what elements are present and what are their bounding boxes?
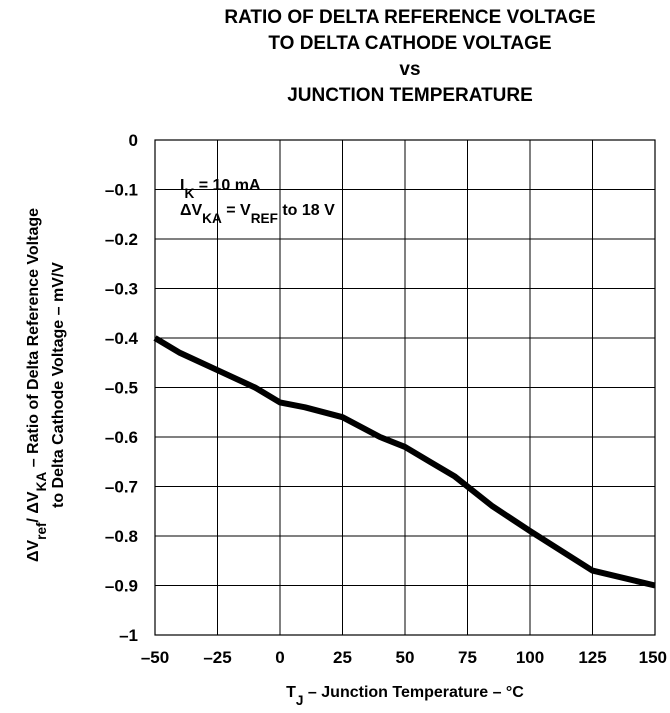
x-tick-label: 0 [275, 648, 284, 667]
annotation-0: IK = 10 mA [180, 177, 261, 201]
y-tick-label: –0.4 [105, 329, 139, 348]
axis-titles: TJ – Junction Temperature – °C ΔVref/ ΔVK… [25, 208, 524, 708]
y-tick-labels: 0 –0.1 –0.2 –0.3 –0.4 –0.5 –0.6 –0.7 –0.8 –0.9 –1 [105, 131, 139, 645]
chart-title-line-4: JUNCTION TEMPERATURE [287, 85, 533, 106]
series-line-0 [153, 335, 656, 589]
y-tick-label: –1 [119, 626, 138, 645]
grid [154, 139, 656, 636]
plot-frame [154, 139, 656, 636]
y-tick-label: –0.5 [105, 379, 138, 398]
y-axis-title: ΔVref/ ΔVKA – Ratio of Delta Reference V… [25, 208, 67, 562]
x-tick-label: 125 [578, 648, 606, 667]
y-tick-label: –0.6 [105, 428, 138, 447]
chart-title-line-3: vs [399, 59, 421, 80]
y-tick-label: –0.1 [105, 181, 138, 200]
x-tick-label: –25 [203, 648, 231, 667]
annotation-1: ΔVKA = VREF to 18 V [180, 202, 335, 226]
y-tick-label: 0 [129, 131, 138, 150]
y-tick-label: –0.8 [105, 527, 138, 546]
x-tick-label: 100 [516, 648, 544, 667]
x-tick-labels: –50 –25 0 25 50 75 100 125 150 [141, 648, 667, 667]
x-tick-label: 50 [396, 648, 415, 667]
x-tick-label: 150 [639, 648, 667, 667]
y-axis-title-line-0: ΔVref/ ΔVKA – Ratio of Delta Reference V… [25, 208, 49, 562]
series-group [153, 335, 656, 589]
x-axis-title: TJ – Junction Temperature – °C [286, 684, 524, 708]
x-tick-label: 75 [458, 648, 477, 667]
x-tick-label: 25 [333, 648, 352, 667]
y-tick-label: –0.7 [105, 478, 138, 497]
y-tick-label: –0.3 [105, 280, 138, 299]
x-tick-label: –50 [141, 648, 169, 667]
chart-title-line-2: TO DELTA CATHODE VOLTAGE [268, 33, 552, 54]
y-tick-label: –0.2 [105, 230, 138, 249]
chart-title-line-1: RATIO OF DELTA REFERENCE VOLTAGE [224, 7, 596, 28]
y-axis-title-line-1: to Delta Cathode Voltage – mV/V [50, 262, 67, 508]
y-tick-label: –0.9 [105, 577, 138, 596]
